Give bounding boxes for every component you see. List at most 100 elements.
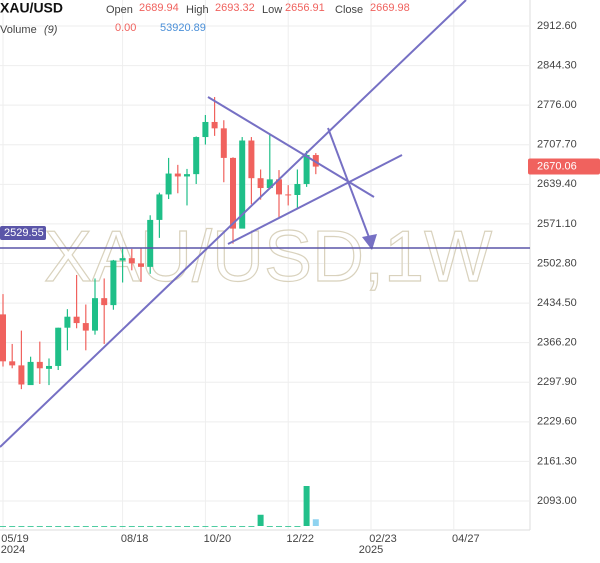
volume-bar <box>165 526 172 527</box>
trend-line <box>207 96 375 198</box>
volume-bar <box>239 526 246 527</box>
y-tick-label: 2776.00 <box>537 99 577 111</box>
y-tick-label: 2912.60 <box>537 20 577 32</box>
candle-body <box>156 194 163 220</box>
volume-bar <box>312 519 319 526</box>
candle-body <box>211 121 218 129</box>
y-tick-label: 2502.80 <box>537 257 577 269</box>
price-tag <box>528 158 600 175</box>
legend-label: Volume <box>0 24 37 36</box>
volume-bar <box>202 526 209 527</box>
candle-body <box>230 157 236 229</box>
x-tick-label: 08/18 <box>121 533 149 545</box>
candle-body <box>119 258 126 261</box>
year-label: 2024 <box>1 544 25 556</box>
trend-line <box>0 0 467 448</box>
arrow-head <box>362 234 377 250</box>
candle-body <box>64 316 71 328</box>
hline-tag <box>0 225 46 240</box>
y-tick-label: 2844.30 <box>537 59 577 71</box>
watermark: XAU/USD,1W <box>44 217 492 297</box>
volume-bar <box>73 526 80 527</box>
candle-body <box>9 361 16 366</box>
y-tick-label: 2229.60 <box>537 416 577 428</box>
candle-body <box>202 121 209 138</box>
legend-value: 53920.89 <box>160 22 206 34</box>
candle-body <box>248 140 255 179</box>
candle-body <box>0 314 6 362</box>
candle-body <box>101 298 108 306</box>
candle-body <box>92 298 98 331</box>
volume-bar <box>276 526 282 527</box>
volume-bar <box>18 526 25 527</box>
volume-bar <box>138 526 144 527</box>
y-tick-label: 2571.10 <box>537 218 577 230</box>
candle-body <box>184 174 190 177</box>
volume-bar <box>230 526 236 527</box>
legend-value: 2689.94 <box>139 2 179 14</box>
symbol: XAU/USD <box>0 0 63 16</box>
candle-body <box>220 128 227 158</box>
legend-value: 2656.91 <box>285 2 325 14</box>
volume-bar <box>55 526 62 527</box>
volume-bar <box>147 526 154 527</box>
arrow-line <box>327 127 371 241</box>
volume-bar <box>128 526 135 527</box>
y-tick-label: 2093.00 <box>537 495 577 507</box>
legend-label: (9) <box>44 24 58 36</box>
volume-bar <box>0 526 6 527</box>
candle-body <box>165 173 172 195</box>
candle-body <box>147 219 154 267</box>
candle-body <box>55 327 62 366</box>
volume-bar <box>82 526 89 527</box>
candle-body <box>73 316 80 324</box>
x-tick-label: 05/19 <box>1 533 29 545</box>
y-tick-label: 2707.70 <box>537 139 577 151</box>
candle-body <box>27 361 34 386</box>
volume-bar <box>46 526 52 527</box>
volume-bar <box>303 486 310 526</box>
volume-bar <box>248 526 255 527</box>
volume-bar <box>174 526 181 527</box>
candle-body <box>82 323 89 331</box>
volume-bar <box>36 526 43 527</box>
candle-body <box>36 361 43 369</box>
candle-body <box>193 137 200 175</box>
legend-label: Close <box>335 4 363 16</box>
candle-body <box>294 183 301 195</box>
x-tick-label: 12/22 <box>286 533 314 545</box>
year-label: 2025 <box>359 544 383 556</box>
volume-bar <box>294 526 301 527</box>
volume-bar <box>64 526 71 527</box>
trend-line <box>227 154 403 245</box>
candle-body <box>46 365 52 369</box>
legend-label: Low <box>262 4 282 16</box>
candle-body <box>174 173 181 177</box>
volume-bar <box>257 514 264 526</box>
volume-bar <box>193 526 200 527</box>
volume-bar <box>220 526 227 527</box>
drawings <box>0 0 467 448</box>
candle-body <box>285 194 292 196</box>
candle-body <box>110 260 117 306</box>
volume-bar <box>27 526 34 527</box>
y-tick-label: 2639.40 <box>537 178 577 190</box>
x-tick-label: 10/20 <box>204 533 232 545</box>
y-tick-label: 2434.50 <box>537 297 577 309</box>
price-tag-label: 2670.06 <box>537 160 577 172</box>
hline-label: 2529.55 <box>4 227 44 239</box>
legend-label: High <box>186 4 209 16</box>
legend-value: 0.00 <box>115 22 136 34</box>
candle-body <box>266 179 273 189</box>
volume-bar <box>92 526 98 527</box>
legend-value: 2669.98 <box>370 2 410 14</box>
volume-bar <box>184 526 190 527</box>
volume-bar <box>156 526 163 527</box>
y-tick-label: 2366.20 <box>537 337 577 349</box>
candle-body <box>303 155 310 184</box>
candle-body <box>257 178 264 189</box>
x-tick-label: 02/23 <box>369 533 397 545</box>
volume-bar <box>285 526 292 527</box>
